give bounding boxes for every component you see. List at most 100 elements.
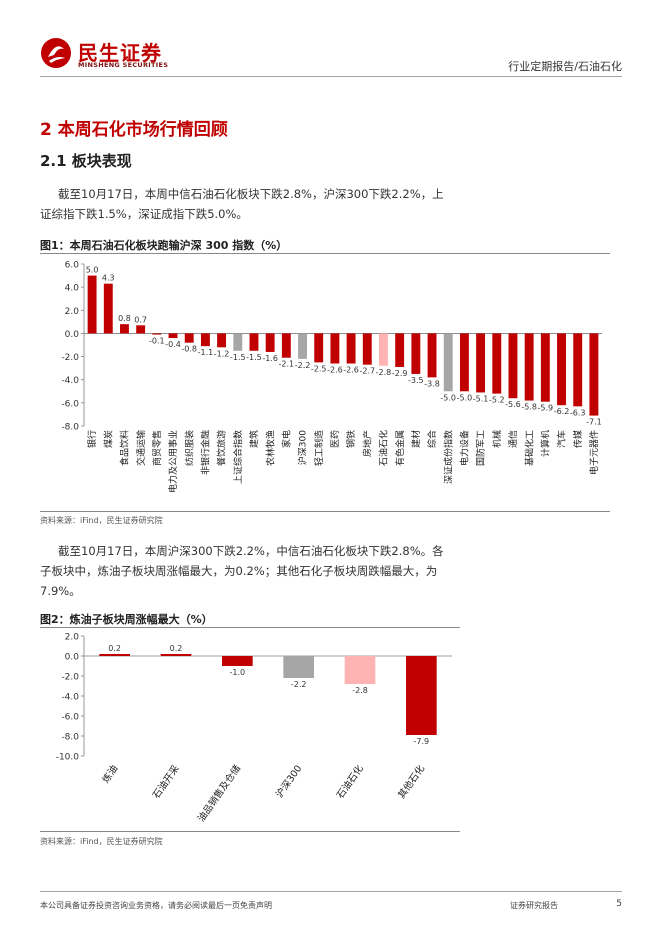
data-label-1: 0.2 [108,644,121,653]
data-label-32: -7.1 [586,418,602,427]
bar-32 [589,333,599,416]
data-label-24: -5.0 [457,393,473,402]
data-label-22: -3.8 [424,379,440,388]
y-tick-label: -4.0 [61,376,79,386]
bar-5 [152,333,162,335]
category-label-12: 农林牧渔 [264,430,276,466]
data-label-19: -2.8 [376,368,392,377]
bar-23 [443,333,453,392]
data-label-16: -2.6 [327,366,343,375]
footer-doc-type: 证券研究报告 [510,901,558,910]
bar-31 [573,333,583,407]
bar-4 [136,325,146,334]
figure-2-chart: 2.0 0.0 -2.0 -4.0 -6.0 -8.0 -10.0 0.2 炼油 0.2 石油开采 -… [56,633,452,824]
category-label-20: 有色金属 [394,430,406,466]
paragraph-1: 截至10月17日，本周中信石油石化板块下跌2.8%，沪深300下跌2.2%，上 … [40,184,630,224]
bar-6 [168,333,178,339]
bar-8 [200,333,210,347]
category-label-2: 石油开采 [150,762,182,800]
category-label-5: 商贸零售 [151,430,163,466]
bar-1 [99,654,130,656]
bar-29 [540,333,550,402]
figure-2-bottom-rule [40,831,460,832]
y-tick-label: 2.0 [65,307,80,317]
paragraph-1-line-1: 截至10月17日，本周中信石油石化板块下跌2.8%，沪深300下跌2.2%，上 [58,187,444,201]
data-label-26: -5.2 [489,396,505,405]
category-label-15: 轻工制造 [313,430,325,466]
category-label-6: 其他石化 [395,762,427,800]
data-label-9: -1.2 [214,349,230,358]
category-label-1: 银行 [86,430,98,448]
category-label-16: 医药 [330,430,341,448]
category-label-26: 机械 [491,430,503,448]
subsection-title: 2.1 板块表现 [40,152,132,170]
figure-1-top-rule [40,253,610,254]
category-label-3: 油品销售及仓储 [195,762,243,824]
bar-13 [281,333,291,358]
category-label-31: 传媒 [572,430,584,448]
data-label-17: -2.6 [343,366,359,375]
data-label-6: -0.4 [165,340,181,349]
category-label-21: 建材 [410,430,422,448]
category-label-4: 交通运输 [135,430,147,466]
paragraph-2-line-2: 子板块中，炼油子板块周涨幅最大，为0.2%；其他石化子板块周跌幅最大，为 [40,564,438,578]
category-label-27: 通信 [507,430,519,448]
y-tick-label: -8.0 [61,733,79,743]
data-label-29: -5.9 [538,404,554,413]
category-label-5: 石油石化 [334,762,366,800]
figure-2-top-rule [40,627,460,628]
paragraph-2: 截至10月17日，本周沪深300下跌2.2%，中信石油石化板块下跌2.8%。各 … [40,541,630,601]
bar-15 [314,333,324,363]
data-label-3: -1.0 [230,668,246,677]
y-tick-label: 0.0 [65,653,80,663]
figure-2-source: 资料来源：iFind，民生证券研究院 [40,837,163,846]
category-label-14: 沪深300 [297,430,309,465]
logo-text-en: MINSHENG SECURITIES [78,61,169,69]
y-tick-label: -2.0 [61,673,79,683]
data-label-21: -3.5 [408,376,424,385]
category-label-22: 综合 [426,430,438,448]
data-label-15: -2.5 [311,364,327,373]
bar-1 [87,275,97,334]
bar-30 [557,333,566,406]
y-tick-label: -6.0 [61,399,79,409]
data-label-25: -5.1 [473,394,489,403]
y-tick-label: -8.0 [61,423,79,433]
data-label-12: -1.6 [262,354,278,363]
bar-21 [411,333,421,374]
category-label-24: 电力设备 [459,430,471,466]
bar-3 [120,324,129,334]
bar-4 [283,656,314,678]
bar-6 [406,656,437,735]
report-category: 行业定期报告/石油石化 [508,60,622,73]
category-label-2: 煤炭 [102,430,114,448]
data-label-10: -1.5 [230,353,246,362]
footer-disclaimer: 本公司具备证券投资咨询业务资格，请务必阅读最后一页免责声明 [40,901,272,910]
y-tick-label: -10.0 [56,753,80,763]
data-label-4: -2.2 [291,680,307,689]
data-label-2: 0.2 [170,644,183,653]
bar-2 [160,654,192,656]
bar-24 [459,333,469,392]
bar-28 [524,333,534,401]
minsheng-logo-icon [41,38,71,68]
bar-17 [346,333,356,364]
bar-14 [298,333,307,359]
category-label-11: 建筑 [248,430,260,448]
paragraph-2-line-3: 7.9%。 [40,584,81,598]
bar-3 [222,656,253,666]
data-label-5: -2.8 [352,686,368,695]
figure-1-source: 资料来源：iFind，民生证券研究院 [40,516,163,525]
category-label-19: 石油石化 [378,430,390,466]
bar-18 [362,333,372,365]
y-tick-label: 0.0 [65,330,80,340]
data-label-7: -0.8 [181,345,197,354]
footer-divider [40,891,622,892]
data-label-20: -2.9 [392,369,408,378]
y-tick-label: -6.0 [61,713,79,723]
bar-9 [217,333,227,348]
bar-7 [184,333,194,343]
data-label-8: -1.1 [198,348,214,357]
y-tick-label: 6.0 [65,261,80,271]
bar-20 [395,333,405,367]
